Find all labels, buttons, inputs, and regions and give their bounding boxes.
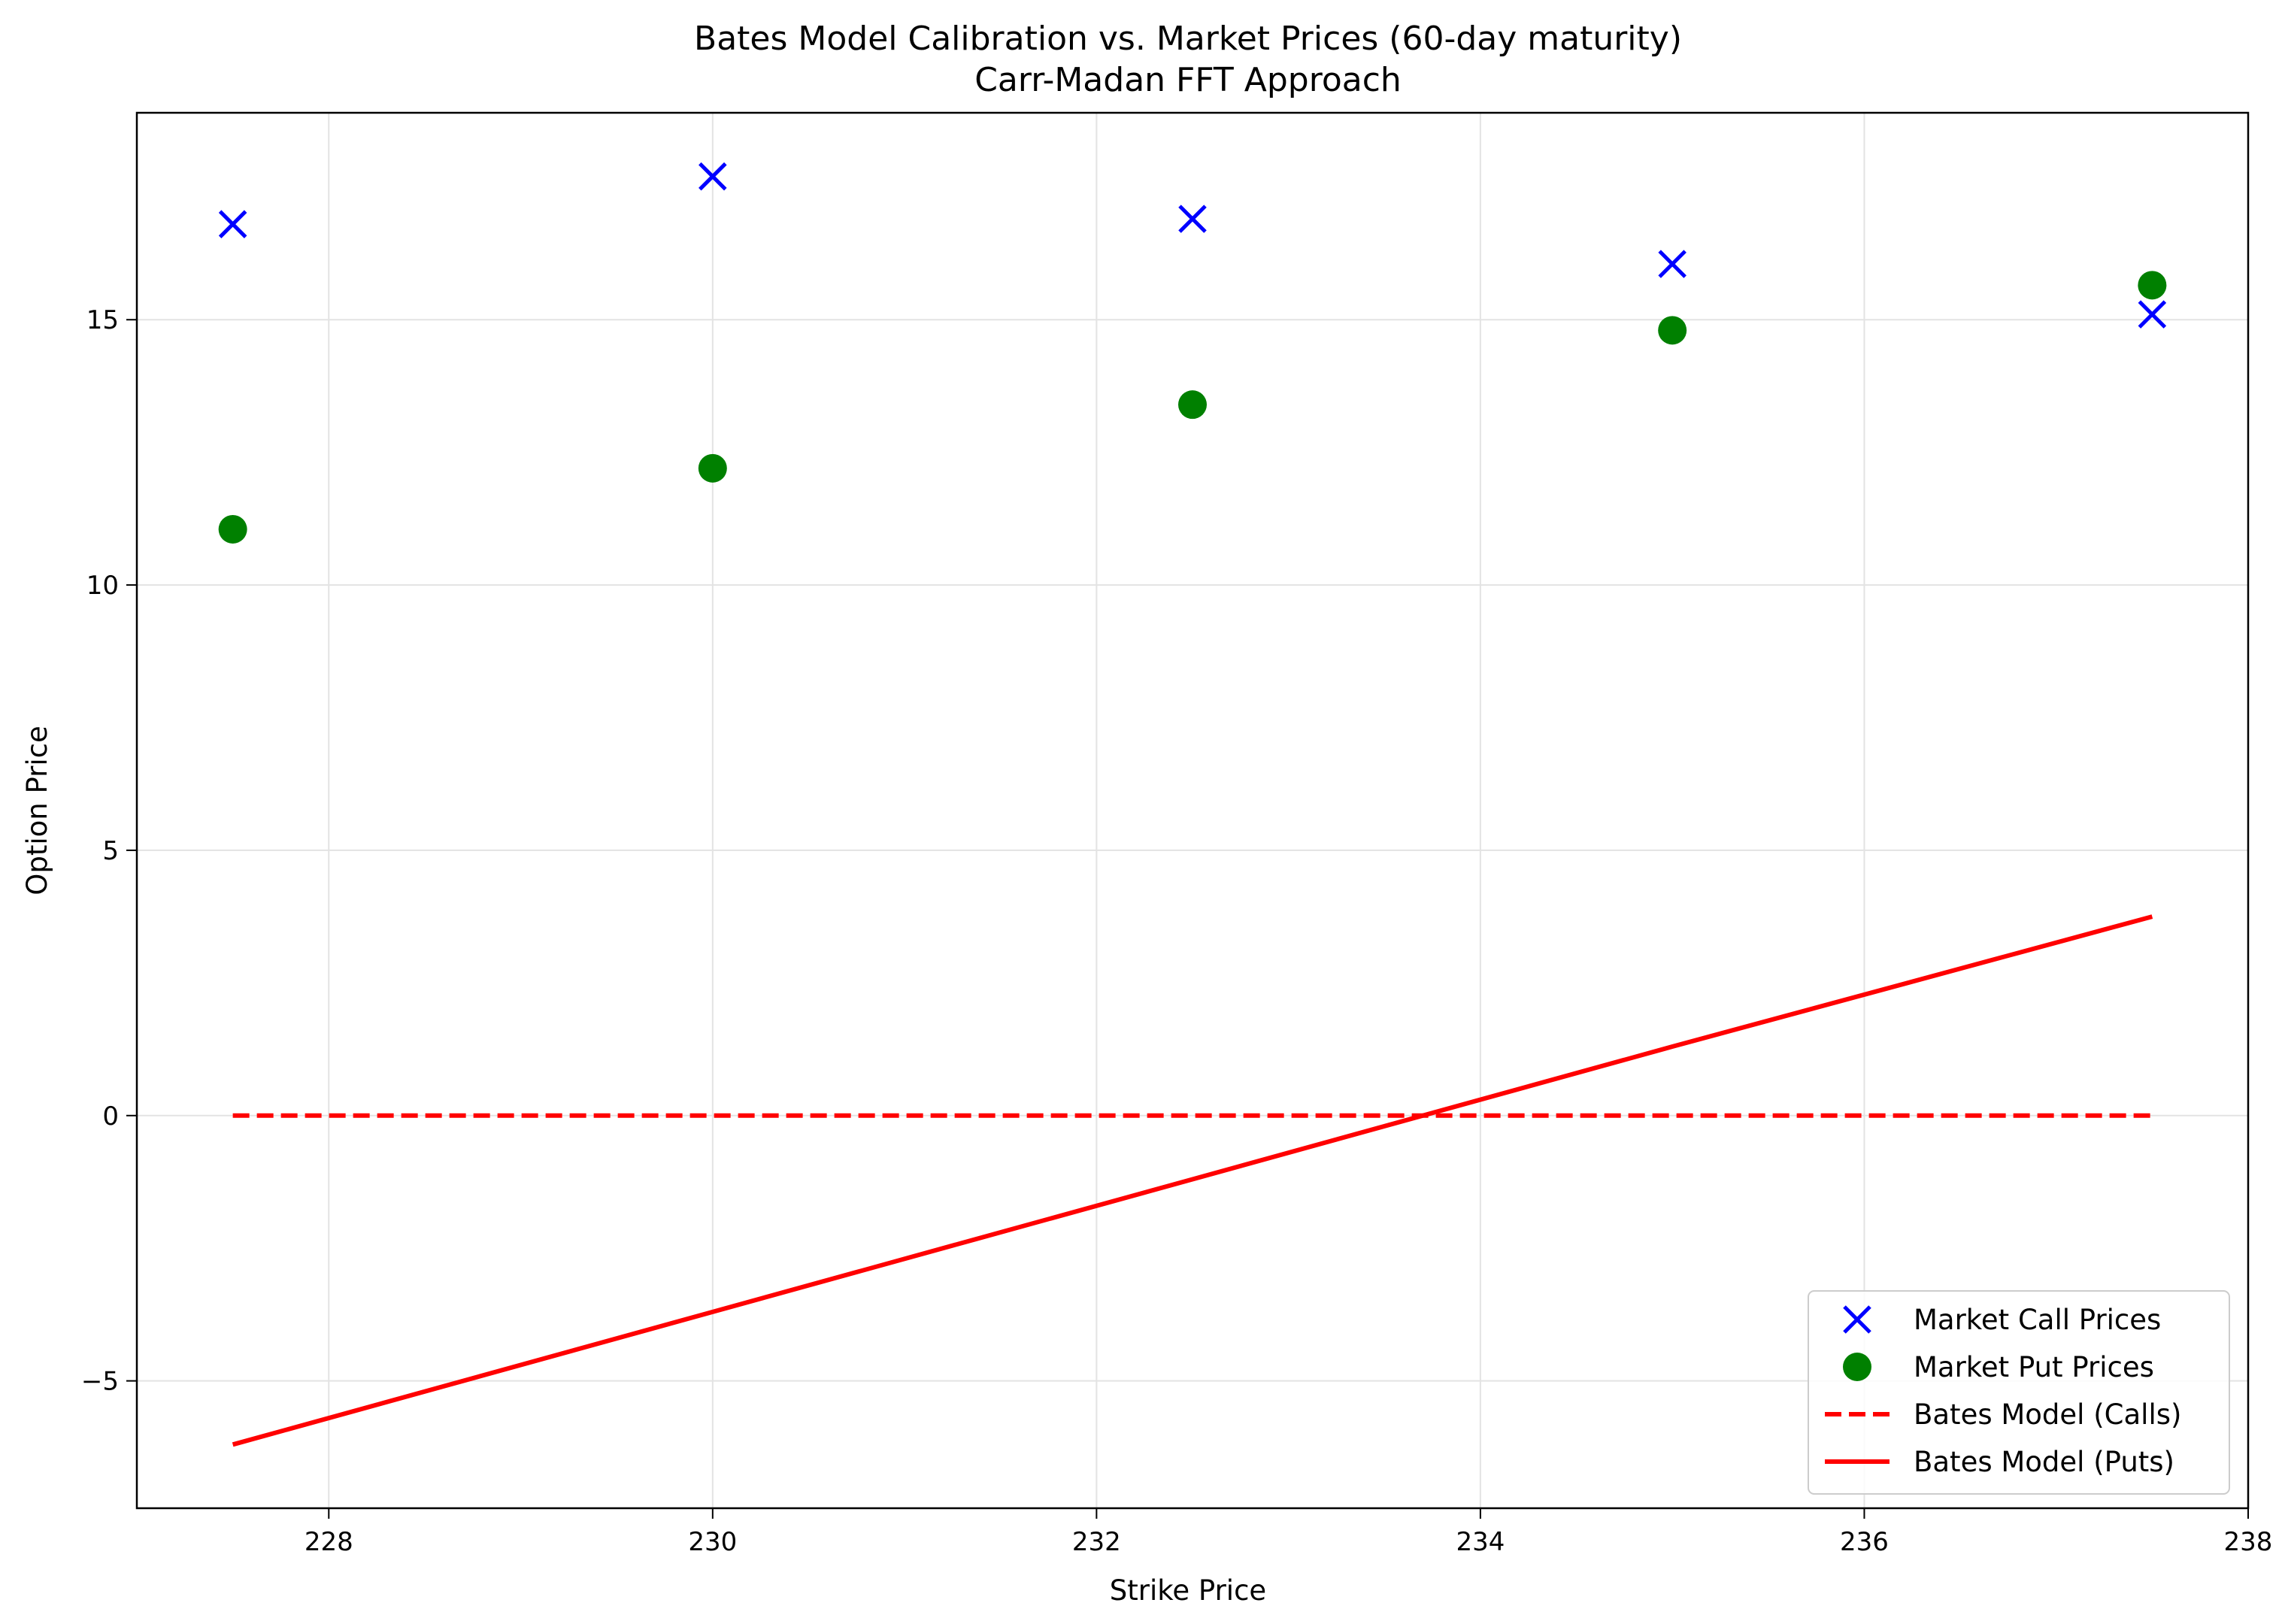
- x-tick-label: 232: [1072, 1527, 1121, 1557]
- y-axis-label: Option Price: [21, 726, 53, 895]
- legend-swatch: [1843, 1353, 1871, 1381]
- data-point: [1658, 250, 1686, 278]
- series-2: [218, 271, 2167, 544]
- legend-label: Market Put Prices: [1914, 1351, 2154, 1383]
- plot-frame: [135, 111, 2250, 1510]
- y-tick-label: 0: [102, 1101, 119, 1132]
- series-4: [232, 914, 2153, 1447]
- data-point: [218, 514, 247, 544]
- x-tick-label: 230: [688, 1527, 737, 1557]
- y-tick-label: 10: [86, 571, 119, 601]
- legend-label: Bates Model (Calls): [1914, 1398, 2181, 1431]
- legend-item: Market Put Prices: [1843, 1351, 2154, 1383]
- x-tick-label: 236: [1840, 1527, 1889, 1557]
- chart-subtitle: Carr-Madan FFT Approach: [974, 61, 1402, 99]
- series-1: [218, 162, 2167, 329]
- data-point: [1178, 390, 1207, 420]
- y-tick-label: −5: [81, 1367, 119, 1397]
- legend-box: [1808, 1290, 2230, 1495]
- x-tick-label: 238: [2224, 1527, 2273, 1557]
- y-tick-label: 15: [86, 305, 119, 335]
- legend-item: Market Call Prices: [1843, 1304, 2161, 1336]
- legend-label: Market Call Prices: [1914, 1304, 2161, 1336]
- x-tick-label: 228: [305, 1527, 353, 1557]
- data-point: [1178, 205, 1207, 233]
- legend: Market Call Prices Market Put Prices Bates…: [1808, 1290, 2230, 1495]
- plot-series: [218, 162, 2167, 1447]
- data-point: [698, 453, 727, 483]
- chart-title: Bates Model Calibration vs. Market Price…: [694, 20, 1682, 58]
- legend-item: Bates Model (Calls): [1825, 1398, 2181, 1431]
- data-point: [699, 162, 727, 191]
- data-point: [218, 210, 247, 238]
- x-axis-label: Strike Price: [1110, 1574, 1266, 1607]
- series-line: [232, 914, 2153, 1447]
- x-tick-label: 234: [1456, 1527, 1505, 1557]
- legend-label: Bates Model (Puts): [1914, 1446, 2174, 1478]
- data-point: [2138, 271, 2167, 300]
- data-point: [2138, 300, 2167, 329]
- legend-swatch: [1843, 1305, 1871, 1334]
- y-tick-label: 5: [102, 836, 119, 866]
- data-point: [1658, 316, 1687, 345]
- axes: 228 230 232 234 236 238 −5 0 5 10 15: [81, 111, 2273, 1557]
- legend-item: Bates Model (Puts): [1825, 1446, 2174, 1478]
